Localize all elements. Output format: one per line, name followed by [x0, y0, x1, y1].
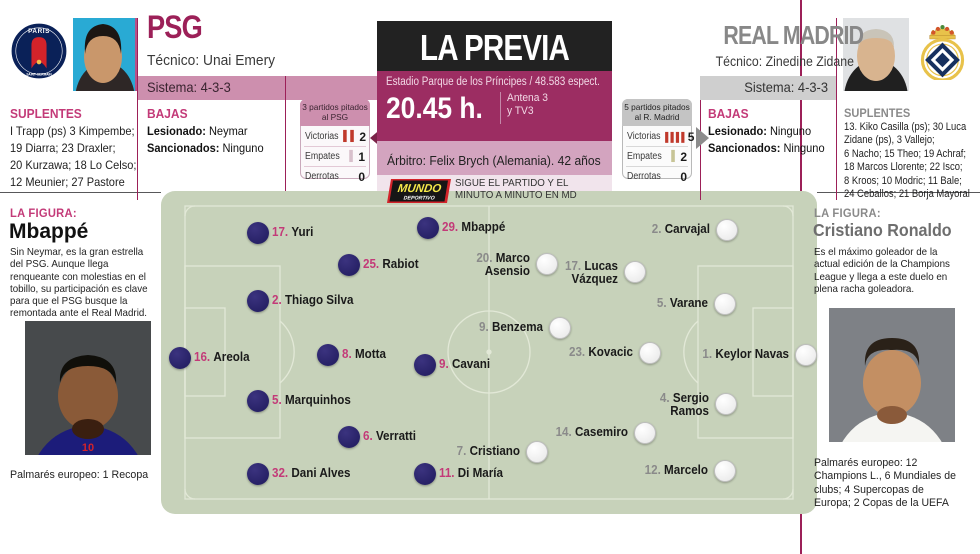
- svg-text:PARIS: PARIS: [28, 28, 50, 35]
- svg-text:SAINT-GERMAIN: SAINT-GERMAIN: [26, 72, 52, 76]
- svg-text:10: 10: [82, 442, 94, 454]
